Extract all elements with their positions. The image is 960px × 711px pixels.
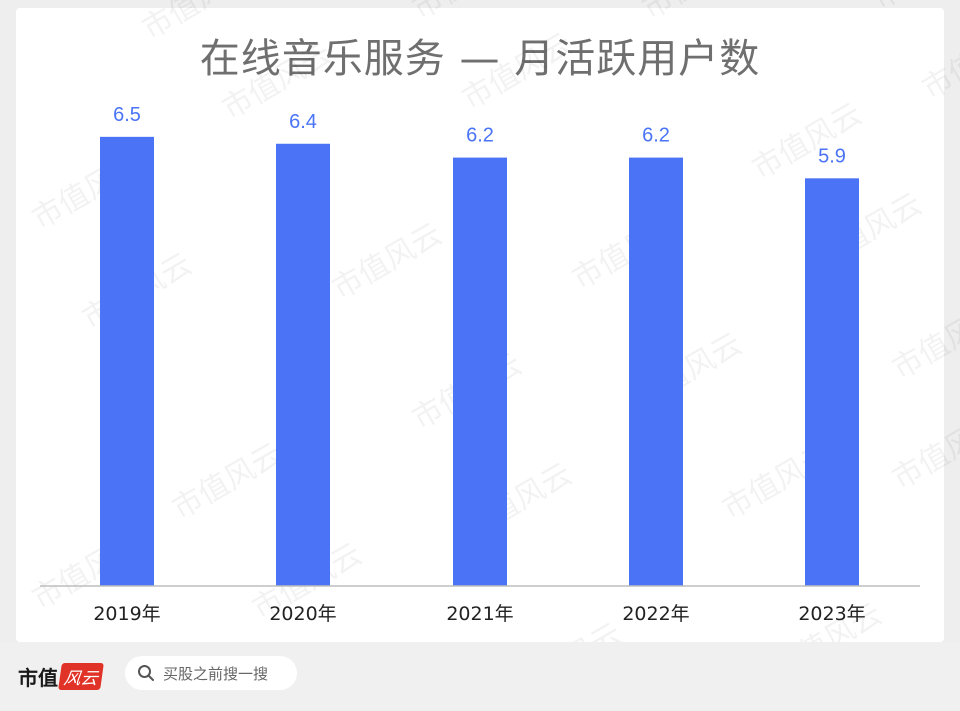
x-tick-label: 2021年 xyxy=(446,603,513,625)
x-tick-label: 2020年 xyxy=(269,603,336,625)
data-label: 6.2 xyxy=(466,125,494,147)
chart-title: 在线音乐服务 — 月活跃用户数 xyxy=(199,36,761,82)
x-tick-label: 2023年 xyxy=(798,603,865,625)
brand-seal: 风云 xyxy=(58,662,104,690)
bar-2019年 xyxy=(100,136,154,586)
watermark-text: 市值风云 xyxy=(867,0,960,17)
watermark-text: 市值风云 xyxy=(747,97,868,187)
watermark-text: 市值风云 xyxy=(327,217,448,307)
x-tick-labels-group: 2019年 2020年 2021年 2022年 2023年 xyxy=(93,603,865,625)
bars-group xyxy=(100,136,859,586)
bar-2022年 xyxy=(629,157,683,586)
brand-name: 市值 xyxy=(18,665,58,690)
search-icon xyxy=(138,665,154,681)
watermark-text: 市值风云 xyxy=(407,0,528,27)
watermark-text: 市值风云 xyxy=(457,27,578,117)
data-labels-group: 6.5 6.4 6.2 6.2 5.9 xyxy=(113,104,846,167)
search-placeholder: 买股之前搜一搜 xyxy=(163,664,269,683)
bar-2023年 xyxy=(805,178,859,586)
watermark-text: 市值风云 xyxy=(507,617,628,642)
data-label: 5.9 xyxy=(818,145,846,167)
bar-2020年 xyxy=(276,143,330,586)
watermark-text: 市值风云 xyxy=(167,437,288,527)
footer-bar: 市值 风云 买股之前搜一搜 xyxy=(0,642,960,711)
watermark-text: 市值风云 xyxy=(887,407,960,497)
data-label: 6.2 xyxy=(642,125,670,147)
watermark-text: 市值风云 xyxy=(887,297,960,387)
x-tick-label: 2022年 xyxy=(622,603,689,625)
search-box[interactable]: 买股之前搜一搜 xyxy=(125,656,297,690)
watermark-text: 市值风云 xyxy=(917,17,960,107)
x-tick-label: 2019年 xyxy=(93,603,160,625)
brand-logo[interactable]: 市值 风云 xyxy=(18,662,104,690)
watermark-text: 市值风云 xyxy=(217,37,338,127)
data-label: 6.4 xyxy=(289,111,317,133)
watermark-text: 市值风云 xyxy=(137,0,258,47)
data-label: 6.5 xyxy=(113,104,141,126)
watermark-text: 市值风云 xyxy=(637,0,758,27)
bar-2021年 xyxy=(453,157,507,586)
